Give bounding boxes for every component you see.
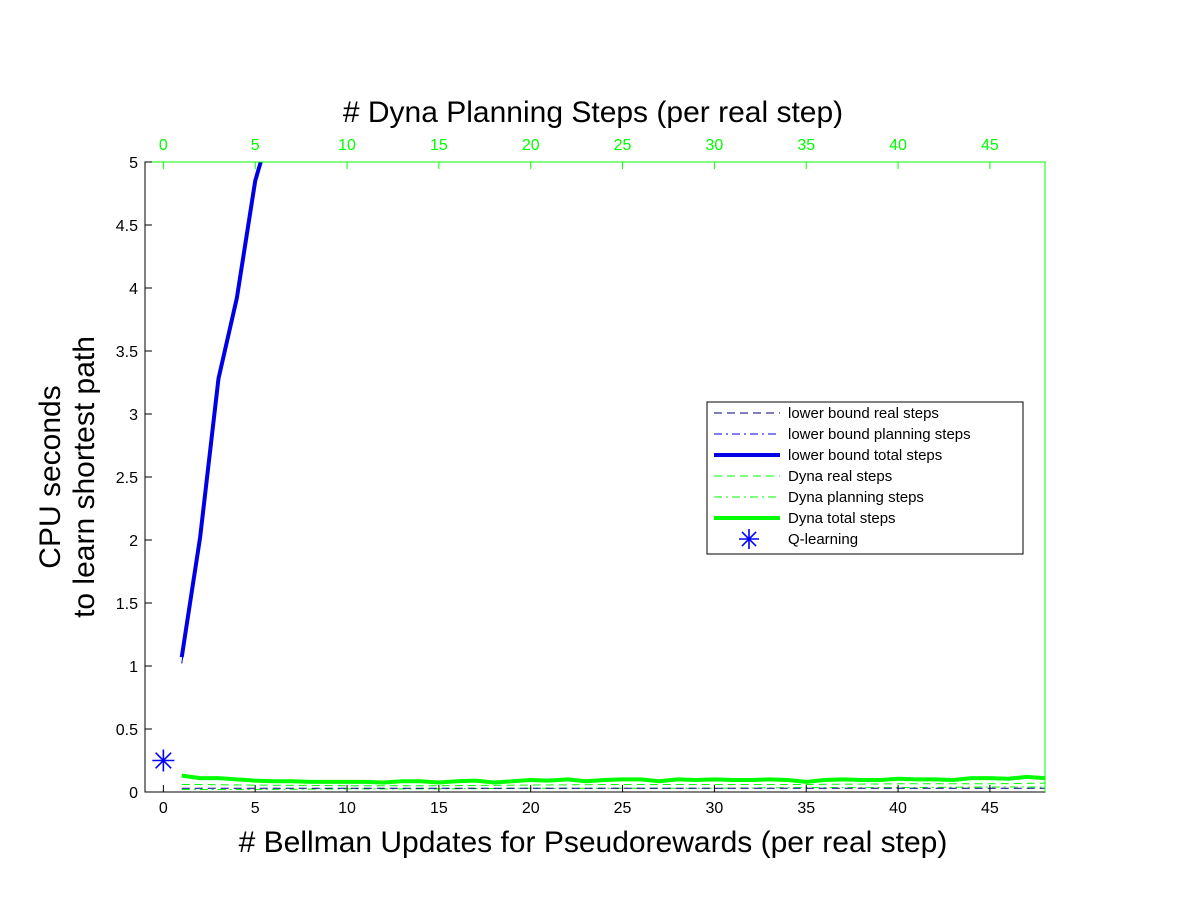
series-line-dyna-total-steps bbox=[182, 776, 1045, 783]
y-axis-title-line-1: CPU seconds bbox=[34, 385, 67, 568]
x-tick-label: 45 bbox=[981, 800, 999, 817]
y-tick-label: 1.5 bbox=[116, 596, 138, 613]
y-tick-label: 4 bbox=[129, 281, 138, 298]
top-tick-label: 20 bbox=[522, 137, 540, 154]
q-learning-marker bbox=[152, 750, 174, 772]
x-tick-label: 15 bbox=[430, 800, 448, 817]
x-tick-label: 40 bbox=[889, 800, 907, 817]
legend-label: lower bound planning steps bbox=[788, 426, 971, 443]
top-axis-title: # Dyna Planning Steps (per real step) bbox=[343, 96, 843, 129]
x-tick-label: 35 bbox=[797, 800, 815, 817]
top-tick-label: 25 bbox=[614, 137, 632, 154]
top-tick-label: 30 bbox=[705, 137, 723, 154]
x-tick-label: 20 bbox=[522, 800, 540, 817]
y-tick-label: 1 bbox=[129, 659, 138, 676]
x-tick-label: 30 bbox=[705, 800, 723, 817]
series-line-lower-bound-planning-steps bbox=[182, 162, 261, 663]
left-axis-ticks: 0 0.5 1 1.5 2 2.5 3 3.5 4 4.5 5 bbox=[116, 155, 152, 802]
legend-label: Q-learning bbox=[788, 531, 858, 548]
y-tick-label: 0.5 bbox=[116, 722, 138, 739]
legend-label: Dyna real steps bbox=[788, 468, 892, 485]
y-tick-label: 3 bbox=[129, 407, 138, 424]
y-tick-label: 5 bbox=[129, 155, 138, 172]
legend-label: lower bound real steps bbox=[788, 405, 939, 422]
legend-label: Dyna total steps bbox=[788, 510, 896, 527]
x-tick-label: 5 bbox=[251, 800, 260, 817]
y-tick-label: 2.5 bbox=[116, 470, 138, 487]
x-tick-label: 10 bbox=[338, 800, 356, 817]
top-tick-label: 0 bbox=[159, 137, 168, 154]
y-axis-title-line-2: to learn shortest path bbox=[68, 336, 101, 618]
x-tick-label: 25 bbox=[614, 800, 632, 817]
x-tick-label: 0 bbox=[159, 800, 168, 817]
series-line-lower-bound-total-steps bbox=[182, 162, 261, 657]
y-tick-label: 0 bbox=[129, 785, 138, 802]
y-tick-label: 2 bbox=[129, 533, 138, 550]
top-tick-label: 15 bbox=[430, 137, 448, 154]
bottom-axis-ticks: 0 5 10 15 20 25 30 35 40 45 bbox=[159, 785, 999, 817]
y-tick-label: 4.5 bbox=[116, 218, 138, 235]
top-tick-label: 5 bbox=[251, 137, 260, 154]
top-axis-ticks: 0 5 10 15 20 25 30 35 40 45 bbox=[159, 137, 999, 169]
x-axis-title: # Bellman Updates for Pseudorewards (per… bbox=[239, 826, 948, 859]
top-tick-label: 10 bbox=[338, 137, 356, 154]
top-tick-label: 40 bbox=[889, 137, 907, 154]
legend: lower bound real steps lower bound planni… bbox=[707, 402, 1023, 554]
y-tick-label: 3.5 bbox=[116, 344, 138, 361]
legend-marker-q-learning bbox=[739, 529, 759, 549]
legend-label: Dyna planning steps bbox=[788, 489, 924, 506]
top-tick-label: 35 bbox=[797, 137, 815, 154]
legend-label: lower bound total steps bbox=[788, 447, 942, 464]
top-tick-label: 45 bbox=[981, 137, 999, 154]
